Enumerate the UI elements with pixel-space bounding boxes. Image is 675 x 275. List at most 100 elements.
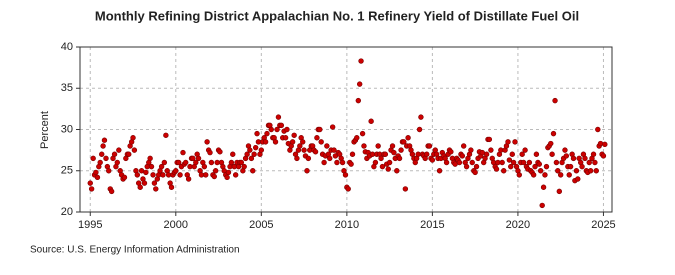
data-point xyxy=(314,135,320,141)
data-point xyxy=(160,172,166,178)
data-point xyxy=(180,149,186,156)
data-point xyxy=(121,174,128,181)
data-point xyxy=(473,163,480,170)
data-point xyxy=(294,155,300,162)
data-point xyxy=(537,168,544,174)
data-point xyxy=(398,147,404,153)
data-point xyxy=(418,114,424,120)
data-point xyxy=(148,163,155,170)
data-point xyxy=(592,159,598,166)
data-point xyxy=(573,168,580,174)
data-point xyxy=(289,139,296,145)
data-point xyxy=(533,151,540,157)
data-point xyxy=(228,159,235,166)
data-point xyxy=(536,161,542,167)
data-point xyxy=(334,159,340,166)
data-point xyxy=(143,169,149,176)
data-point xyxy=(552,97,558,104)
data-point xyxy=(443,159,450,166)
data-point xyxy=(556,188,563,195)
data-point xyxy=(512,139,518,145)
data-point xyxy=(272,139,279,145)
y-tick-label: 20 xyxy=(61,206,73,218)
data-point xyxy=(345,186,351,192)
data-point xyxy=(539,202,545,209)
y-tick-label: 25 xyxy=(61,165,73,177)
data-point xyxy=(282,135,289,141)
data-point xyxy=(342,172,349,178)
data-point xyxy=(141,180,148,186)
data-point xyxy=(570,155,577,162)
data-point xyxy=(359,130,366,137)
data-point xyxy=(204,139,210,145)
data-point xyxy=(562,147,568,153)
data-point xyxy=(483,151,490,157)
data-point xyxy=(401,139,407,145)
data-point xyxy=(114,159,120,166)
data-point xyxy=(543,163,550,170)
data-point xyxy=(460,143,467,149)
data-point xyxy=(190,155,196,162)
data-point xyxy=(254,130,260,137)
y-tick-label: 40 xyxy=(61,41,73,53)
data-point xyxy=(356,81,363,87)
data-point xyxy=(111,151,118,157)
data-point xyxy=(550,130,557,137)
data-point xyxy=(212,168,219,174)
data-point xyxy=(278,122,285,129)
data-point xyxy=(317,126,323,133)
data-point xyxy=(185,176,192,182)
y-axis-label: Percent xyxy=(39,111,51,149)
data-point xyxy=(375,143,381,149)
data-point xyxy=(97,159,103,166)
data-point xyxy=(391,149,397,156)
data-point xyxy=(153,186,159,192)
data-point xyxy=(248,155,255,162)
data-point xyxy=(595,126,601,133)
data-point xyxy=(94,174,101,181)
data-point xyxy=(312,149,319,155)
data-point xyxy=(87,180,93,186)
data-point xyxy=(173,168,179,174)
data-point xyxy=(394,168,400,174)
data-point xyxy=(508,163,514,170)
data-point xyxy=(389,143,396,149)
data-point xyxy=(176,159,182,166)
data-point xyxy=(386,159,393,166)
data-point xyxy=(501,168,507,174)
x-tick-label: 2025 xyxy=(591,219,615,231)
data-point xyxy=(405,135,411,141)
data-point xyxy=(134,172,141,178)
data-point xyxy=(586,159,592,166)
data-point xyxy=(225,169,232,176)
data-point xyxy=(575,176,581,182)
data-point xyxy=(532,163,538,170)
data-point xyxy=(436,168,443,174)
data-point xyxy=(372,159,379,166)
data-point xyxy=(193,159,199,166)
x-tick-label: 2020 xyxy=(506,219,530,231)
data-point xyxy=(230,151,236,157)
data-point xyxy=(300,139,306,145)
data-point xyxy=(566,172,572,178)
data-point xyxy=(348,161,354,167)
data-point xyxy=(238,159,245,166)
data-point xyxy=(456,159,463,166)
data-point xyxy=(555,168,561,174)
data-point xyxy=(101,137,108,143)
data-point xyxy=(305,155,312,162)
data-point xyxy=(355,97,362,104)
data-point xyxy=(90,155,96,162)
data-point xyxy=(331,147,337,153)
data-point xyxy=(291,132,297,138)
data-point xyxy=(163,132,169,138)
data-point xyxy=(597,140,604,147)
data-point xyxy=(402,186,409,192)
data-point xyxy=(602,141,608,148)
data-point xyxy=(579,163,585,170)
data-point xyxy=(567,163,574,170)
data-point xyxy=(486,136,493,143)
data-point xyxy=(252,144,259,151)
data-point xyxy=(150,172,156,178)
data-point xyxy=(426,143,433,149)
